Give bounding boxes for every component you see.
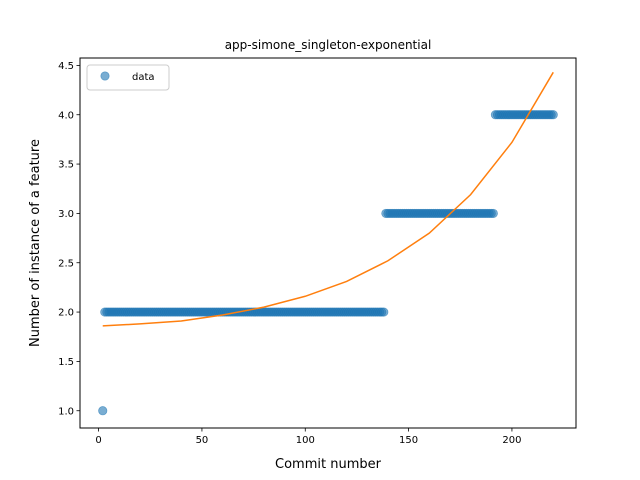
x-axis: 0 50 100 150 200 [95, 428, 521, 446]
x-tick-label: 100 [296, 435, 315, 446]
chart-title: app-simone_singleton-exponential [225, 38, 432, 52]
legend-marker-data [100, 71, 110, 81]
y-tick-label: 1.5 [58, 357, 74, 368]
legend-label-data: data [132, 72, 155, 83]
y-tick-label: 3.5 [58, 160, 74, 171]
legend-box [86, 64, 170, 91]
fit-line [102, 71, 554, 327]
y-tick-label: 3.0 [58, 209, 74, 220]
x-tick-label: 200 [502, 435, 521, 446]
legend: data [86, 64, 170, 91]
data-point [548, 110, 558, 120]
plot-area [98, 71, 558, 416]
y-tick-label: 4.0 [58, 110, 74, 121]
data-point [488, 208, 498, 218]
y-tick-label: 4.5 [58, 61, 74, 72]
x-tick-label: 150 [399, 435, 418, 446]
x-axis-label: Commit number [275, 457, 382, 472]
x-tick-label: 50 [196, 435, 209, 446]
y-axis-label: Number of instance of a feature [28, 139, 43, 347]
axes-frame [79, 57, 577, 429]
x-tick-label: 0 [95, 435, 101, 446]
y-tick-label: 2.0 [58, 308, 74, 319]
data-point [98, 406, 108, 416]
y-tick-label: 1.0 [58, 406, 74, 417]
data-point [379, 307, 389, 317]
y-tick-label: 2.5 [58, 258, 74, 269]
y-axis: 1.0 1.5 2.0 2.5 3.0 3.5 4.0 4.5 [58, 61, 80, 417]
